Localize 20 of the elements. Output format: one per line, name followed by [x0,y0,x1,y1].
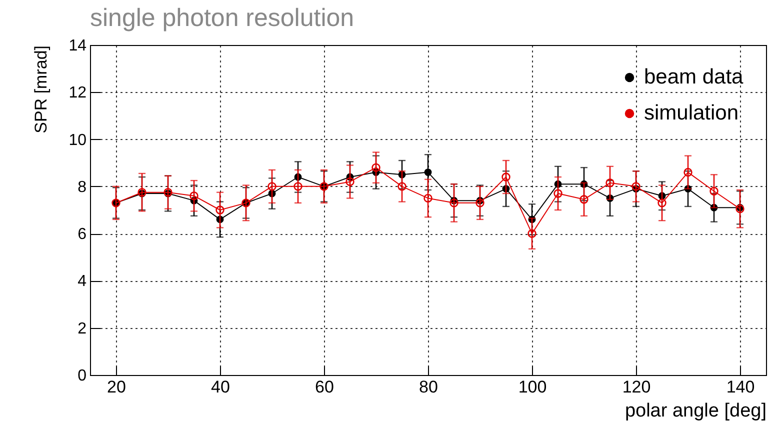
y-tick-label: 4 [78,273,87,290]
y-tick-label: 8 [78,178,87,196]
y-tick-label: 14 [68,38,87,54]
x-tick-label: 60 [315,378,334,396]
y-tick-label: 6 [78,226,87,244]
x-tick-label: 100 [518,378,547,396]
y-tick-label: 12 [68,84,87,102]
legend-label: simulation [644,102,739,124]
y-axis-title: SPR [mrad] [32,46,51,134]
x-tick-label: 140 [726,378,755,396]
y-tick-label: 10 [68,132,87,149]
x-tick-label: 80 [419,378,438,396]
x-tick-label: 20 [107,378,126,396]
y-tick-label: 0 [78,368,87,384]
x-axis-title: polar angle [deg] [624,400,766,422]
x-tick-label: 40 [211,378,230,396]
y-tick-label: 2 [78,320,87,338]
chart-title: single photon resolution [90,4,354,32]
x-tick-label: 120 [622,378,651,396]
legend-label: beam data [644,66,744,88]
